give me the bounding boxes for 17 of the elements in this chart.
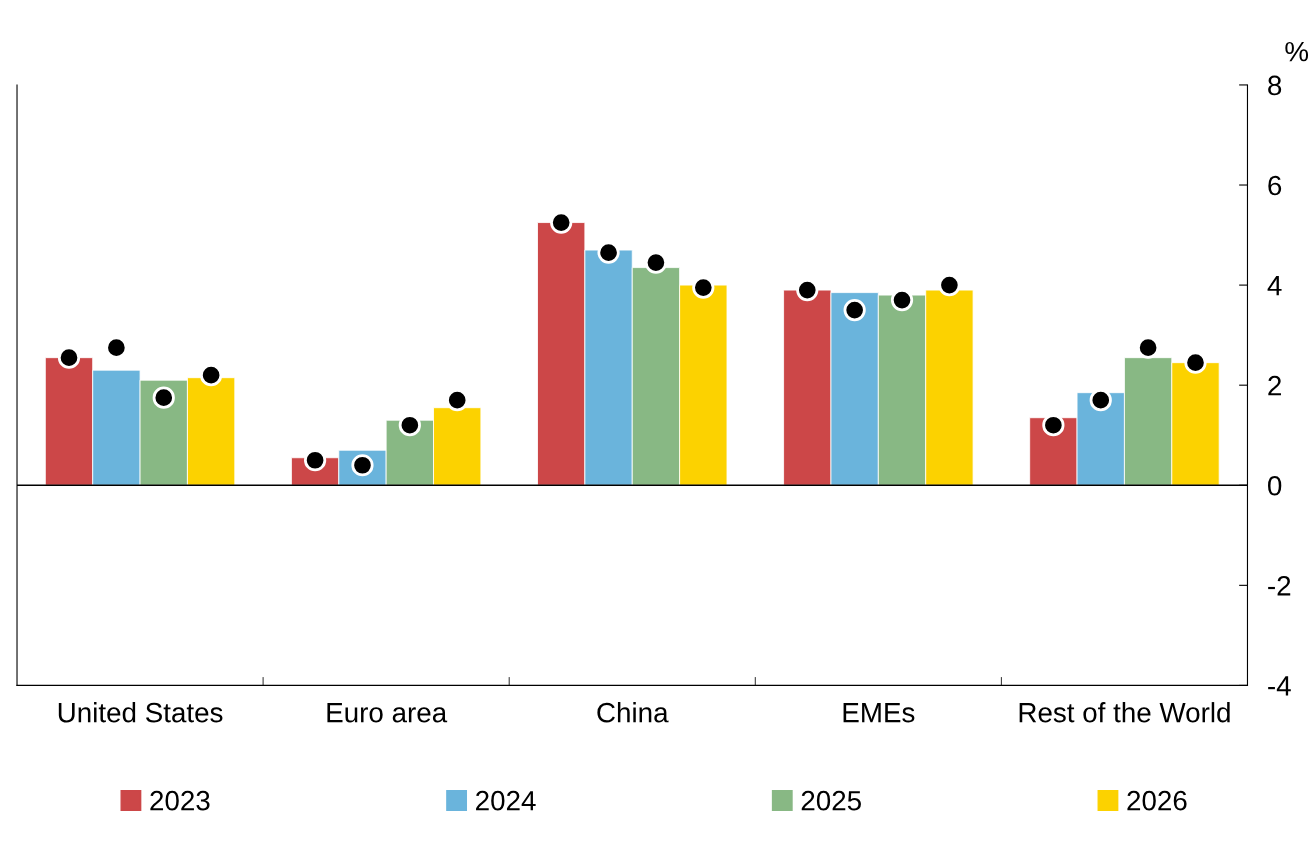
x-tick-label: EMEs xyxy=(843,703,915,723)
x-tick-label: Euro area xyxy=(327,703,448,723)
legend-label: 2024 xyxy=(476,790,536,811)
x-tick-label: China xyxy=(597,702,669,723)
y-tick-label: 4 xyxy=(1267,276,1282,296)
legend-label: 2026 xyxy=(1127,790,1187,811)
y-tick-label: -4 xyxy=(1268,676,1291,696)
y-tick-label: -2 xyxy=(1268,576,1291,596)
y-tick-label: 0 xyxy=(1268,475,1282,496)
y-tick-label: 6 xyxy=(1268,175,1282,196)
legend-label: 2023 xyxy=(150,790,210,811)
legend-label: 2025 xyxy=(801,790,861,811)
y-tick-label: 8 xyxy=(1268,75,1282,96)
x-tick-label: Rest of the World xyxy=(1019,702,1230,723)
y-tick-label: 2 xyxy=(1268,375,1281,396)
x-tick-label: United States xyxy=(58,702,223,723)
y-axis-title: % xyxy=(1285,41,1309,62)
